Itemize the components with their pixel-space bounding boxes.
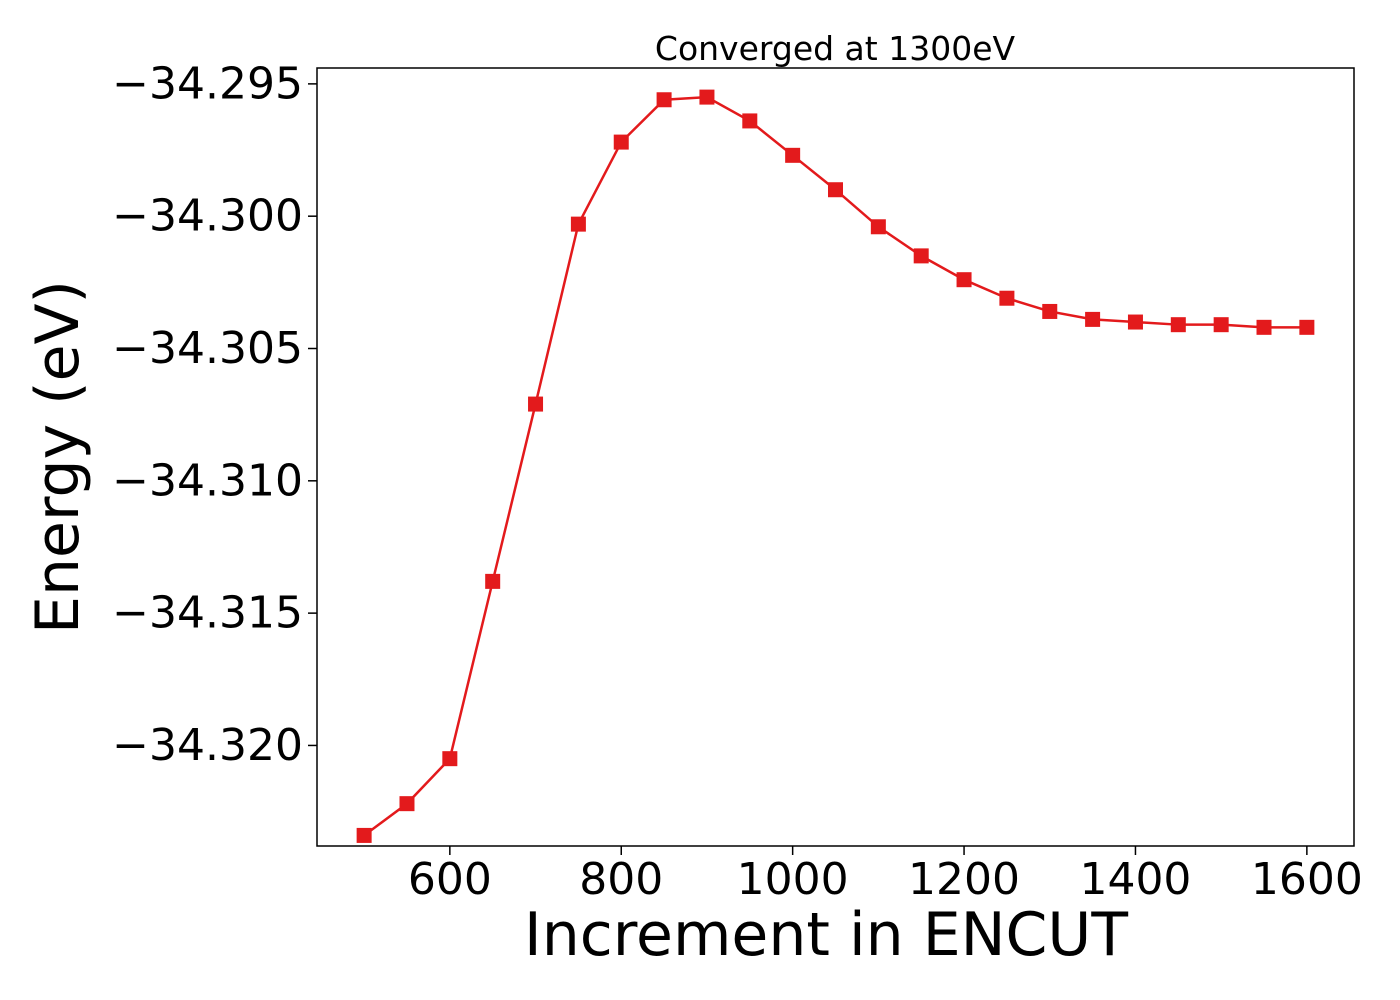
y-tick-label: −34.320 bbox=[112, 720, 303, 771]
data-point-marker bbox=[1213, 317, 1229, 333]
plot-series bbox=[356, 89, 1315, 843]
data-point-marker bbox=[999, 290, 1015, 306]
x-axis-ticks: 600 800 1000 1200 1400 1600 bbox=[408, 846, 1363, 905]
x-tick-label: 600 bbox=[408, 854, 492, 905]
data-point-marker bbox=[913, 248, 929, 264]
y-tick-label: −34.300 bbox=[112, 191, 303, 242]
x-tick-label: 1000 bbox=[737, 854, 849, 905]
data-point-marker bbox=[1127, 314, 1143, 330]
data-point-marker bbox=[1042, 303, 1058, 319]
data-point-marker bbox=[1299, 319, 1315, 335]
x-tick-label: 1600 bbox=[1251, 854, 1363, 905]
y-tick-label: −34.315 bbox=[112, 588, 303, 639]
data-point-marker bbox=[356, 827, 372, 843]
data-point-marker bbox=[570, 216, 586, 232]
data-point-marker bbox=[1256, 319, 1272, 335]
y-tick-label: −34.295 bbox=[112, 58, 303, 109]
data-point-marker bbox=[528, 396, 544, 412]
plot-frame bbox=[316, 67, 1355, 847]
x-axis-title: Increment in ENCUT bbox=[524, 900, 1128, 970]
x-tick-label: 1200 bbox=[908, 854, 1020, 905]
data-point-marker bbox=[485, 573, 501, 589]
chart-title: Converged at 1300eV bbox=[655, 29, 1016, 68]
y-tick-label: −34.305 bbox=[112, 323, 303, 374]
series-line bbox=[363, 95, 1307, 837]
y-axis-title: Energy (eV) bbox=[23, 280, 93, 634]
data-point-marker bbox=[785, 147, 801, 163]
data-point-marker bbox=[656, 92, 672, 108]
data-point-marker bbox=[1170, 317, 1186, 333]
data-point-marker bbox=[613, 134, 629, 150]
data-point-marker bbox=[742, 113, 758, 129]
data-point-marker bbox=[1085, 311, 1101, 327]
data-point-marker bbox=[956, 272, 972, 288]
y-tick-label: −34.310 bbox=[112, 455, 303, 506]
data-point-marker bbox=[870, 219, 886, 235]
data-point-marker bbox=[442, 751, 458, 767]
x-tick-label: 1400 bbox=[1079, 854, 1191, 905]
data-point-marker bbox=[828, 182, 843, 198]
data-point-marker bbox=[699, 89, 715, 105]
x-tick-label: 800 bbox=[579, 854, 663, 905]
y-axis-ticks: −34.295 −34.300 −34.305 −34.310 −34.315 −34.3… bbox=[112, 58, 317, 771]
data-point-marker bbox=[399, 796, 415, 812]
